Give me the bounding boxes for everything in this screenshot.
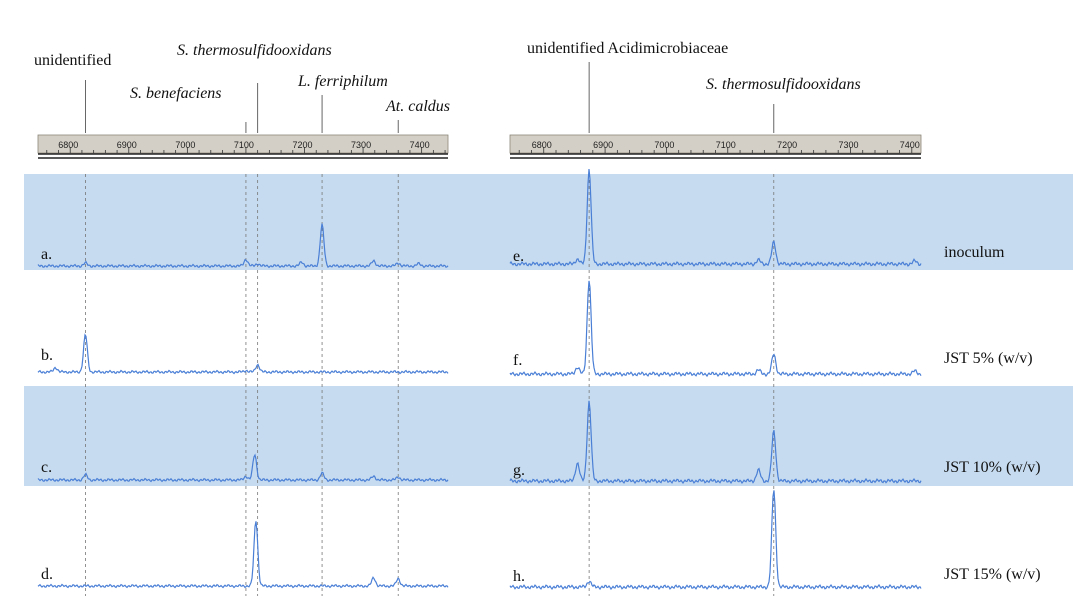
highlight-band-jst-10 — [24, 386, 1073, 486]
trace-label-g: g. — [513, 462, 525, 479]
trace-c — [37, 453, 449, 483]
tick-label-7400: 7400 — [410, 140, 430, 150]
row-label-jst-5: JST 5% (w/v) — [944, 350, 1033, 367]
trace-label-a: a. — [41, 246, 53, 263]
trace-g — [509, 400, 922, 485]
tick-label-7300: 7300 — [838, 140, 858, 150]
tick-label-7100: 7100 — [234, 140, 254, 150]
trace-h — [509, 490, 922, 591]
trace-label-b: b. — [41, 347, 53, 364]
peak-label-s-thermosulfidooxidans-right: S. thermosulfidooxidans — [706, 76, 861, 93]
row-label-inoculum: inoculum — [944, 244, 1005, 261]
row-label-jst-10: JST 10% (w/v) — [944, 459, 1041, 476]
row-label-jst-15: JST 15% (w/v) — [944, 566, 1041, 583]
trace-b — [37, 333, 449, 375]
tick-label-6900: 6900 — [593, 140, 613, 150]
tick-label-7000: 7000 — [175, 140, 195, 150]
tick-label-7000: 7000 — [654, 140, 674, 150]
trace-label-d: d. — [41, 566, 53, 583]
peak-label-unidentified-acidimicrobiaceae: unidentified Acidimicrobiaceae — [527, 40, 729, 57]
trace-e — [509, 168, 922, 268]
peak-label-l-ferriphilum: L. ferriphilum — [298, 73, 388, 90]
peak-label-at-caldus: At. caldus — [386, 98, 450, 115]
tick-label-7100: 7100 — [716, 140, 736, 150]
tick-label-6900: 6900 — [117, 140, 137, 150]
tick-label-7200: 7200 — [292, 140, 312, 150]
peak-label-s-benefaciens: S. benefaciens — [130, 85, 222, 102]
trace-d — [37, 521, 449, 589]
trace-label-f: f. — [513, 352, 523, 369]
axis-ruler-left — [37, 134, 449, 154]
peak-label-s-thermosulfidooxidans-left: S. thermosulfidooxidans — [177, 42, 332, 59]
trace-f — [509, 280, 922, 378]
trace-label-h: h. — [513, 568, 525, 585]
trace-a — [37, 223, 449, 269]
trace-label-c: c. — [41, 459, 53, 476]
trace-label-e: e. — [513, 248, 525, 265]
tick-label-7400: 7400 — [900, 140, 920, 150]
highlight-band-inoculum — [24, 174, 1073, 270]
tick-label-6800: 6800 — [532, 140, 552, 150]
tick-label-6800: 6800 — [58, 140, 78, 150]
peak-label-unidentified: unidentified — [34, 52, 112, 69]
tick-label-7200: 7200 — [777, 140, 797, 150]
tick-label-7300: 7300 — [351, 140, 371, 150]
